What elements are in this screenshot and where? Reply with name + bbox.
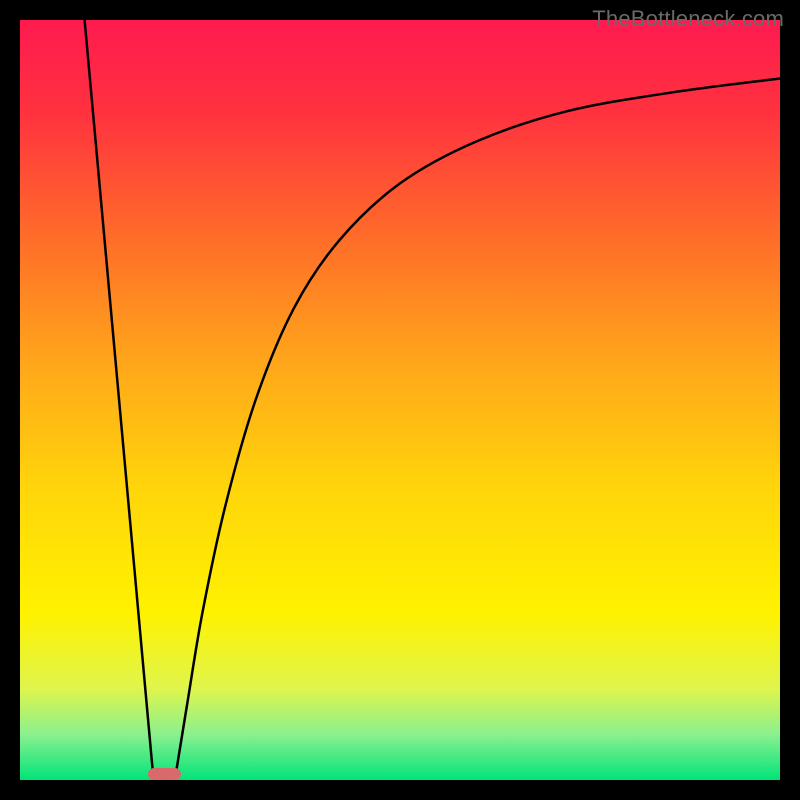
left-descent-line bbox=[85, 20, 153, 774]
plot-area bbox=[20, 20, 780, 780]
watermark-text: TheBottleneck.com bbox=[592, 6, 784, 32]
min-marker bbox=[148, 768, 181, 780]
right-rise-curve bbox=[176, 79, 780, 774]
curve-layer bbox=[20, 20, 780, 780]
